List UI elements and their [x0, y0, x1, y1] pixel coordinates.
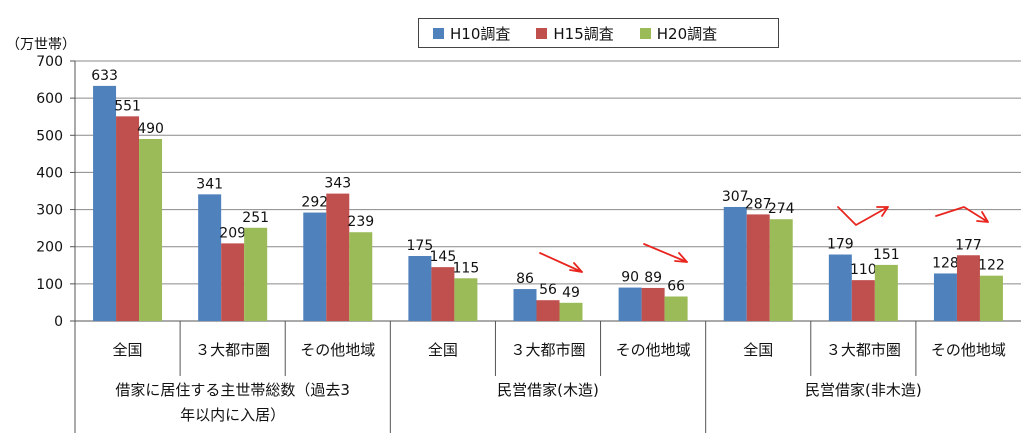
data-label: 175 [407, 238, 434, 254]
x-category-label: ３大都市圏 [826, 341, 901, 359]
y-tick-label: 700 [36, 54, 63, 70]
y-tick-label: 400 [36, 165, 63, 181]
bar [956, 255, 980, 321]
data-label: 128 [932, 255, 959, 271]
bar [326, 193, 350, 321]
bar [618, 287, 642, 321]
x-category-label: ３大都市圏 [510, 341, 585, 359]
data-label: 307 [722, 189, 749, 205]
x-category-label: 全国 [113, 341, 143, 359]
bar [244, 227, 268, 321]
data-label: 86 [516, 271, 534, 287]
data-label: 177 [955, 237, 982, 253]
legend-label-h15: H15調査 [553, 24, 614, 43]
data-label: 122 [978, 258, 1005, 274]
data-label: 110 [850, 262, 877, 278]
data-label: 341 [196, 176, 223, 192]
bar [851, 280, 875, 321]
x-category-label: 全国 [428, 341, 458, 359]
data-label: 251 [242, 210, 269, 226]
data-label: 115 [453, 260, 480, 276]
bar [746, 214, 770, 321]
red-arrow-annotation [539, 252, 583, 273]
data-label: 90 [621, 270, 639, 286]
bar [513, 289, 537, 321]
data-label: 145 [430, 249, 457, 265]
bar [408, 256, 432, 321]
data-label: 490 [137, 121, 164, 137]
bar [874, 264, 898, 321]
legend-item-h15: H15調査 [536, 23, 614, 44]
legend-swatch-h15 [536, 27, 548, 39]
legend-swatch-h20 [639, 27, 651, 39]
bar [93, 85, 117, 321]
bar [349, 232, 373, 321]
bar [454, 278, 478, 321]
bar [979, 275, 1003, 321]
red-arrow-annotation [837, 206, 889, 226]
x-group-label: 民営借家(非木造) [805, 381, 922, 399]
bar [221, 243, 245, 321]
bar [664, 296, 688, 321]
bar [116, 116, 140, 321]
data-label: 179 [827, 237, 854, 253]
data-label: 287 [745, 196, 772, 212]
x-category-label: 全国 [743, 341, 773, 359]
bar [303, 212, 327, 321]
bar [431, 267, 455, 321]
x-category-label: その他地域 [931, 341, 1006, 359]
data-label: 343 [324, 176, 351, 192]
data-label: 274 [768, 201, 795, 217]
data-label: 209 [219, 225, 246, 241]
x-category-label: その他地域 [300, 341, 375, 359]
data-label: 66 [667, 278, 685, 294]
y-tick-label: 500 [36, 128, 63, 144]
data-label: 56 [539, 282, 557, 298]
y-tick-label: 200 [36, 240, 63, 256]
data-label: 551 [114, 98, 141, 114]
x-category-label: その他地域 [616, 341, 691, 359]
legend-label-h20: H20調査 [656, 24, 718, 43]
y-tick-label: 0 [54, 314, 63, 330]
x-group-label: 年以内に入居） [180, 406, 285, 424]
x-group-label: 民営借家(木造) [497, 381, 599, 399]
data-label: 239 [347, 214, 374, 230]
x-category-label: ３大都市圏 [195, 341, 270, 359]
data-label: 151 [873, 247, 900, 263]
y-tick-label: 300 [36, 203, 63, 219]
red-arrow-annotation [643, 243, 688, 263]
bar [198, 194, 222, 321]
bar [828, 254, 852, 321]
red-arrow-annotation [935, 206, 989, 223]
legend-label-h10: H10調査 [450, 24, 511, 43]
bar [933, 273, 957, 321]
bar [723, 206, 747, 321]
data-label: 292 [301, 195, 328, 211]
bar [641, 287, 665, 321]
bar [559, 302, 583, 321]
y-axis-unit-label: （万世帯） [6, 37, 76, 53]
data-label: 49 [562, 285, 580, 301]
x-group-label: 借家に居住する主世帯総数（過去3 [115, 381, 350, 399]
y-tick-label: 600 [36, 91, 63, 107]
data-label: 633 [91, 68, 118, 84]
y-tick-label: 100 [36, 277, 63, 293]
data-label: 89 [644, 270, 662, 286]
bar [769, 219, 793, 321]
legend-item-h20: H20調査 [639, 23, 718, 44]
bar [139, 139, 163, 321]
legend: H10調査 H15調査 H20調査 [418, 18, 779, 48]
bar [536, 300, 560, 321]
legend-swatch-h10 [433, 27, 444, 39]
legend-item-h10: H10調査 [433, 23, 510, 44]
